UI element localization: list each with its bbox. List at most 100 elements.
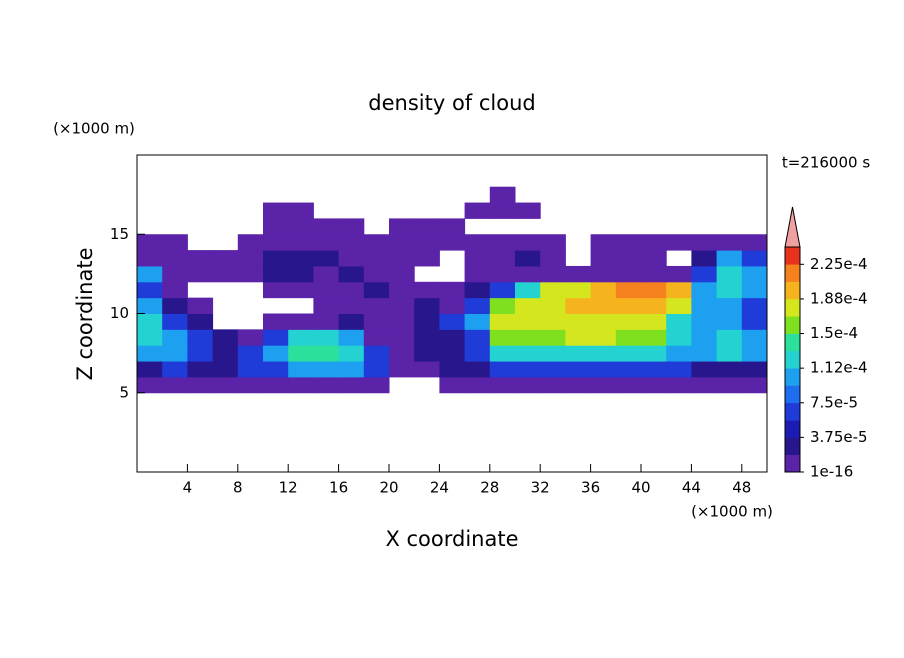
contour-cell: [212, 376, 239, 394]
contour-cell: [187, 329, 214, 346]
contour-cell: [565, 313, 592, 330]
contour-cell: [641, 345, 667, 362]
contour-cell: [641, 297, 667, 314]
contour-cell: [338, 313, 365, 330]
contour-cell: [389, 234, 415, 251]
contour-cell: [716, 345, 743, 362]
contour-cell: [489, 345, 516, 362]
contour-cell: [565, 329, 592, 346]
colorbar-band: [785, 333, 800, 352]
colorbar-tick-label: 7.5e-5: [810, 393, 858, 411]
contour-cell: [515, 329, 541, 346]
x-tick-label: 48: [732, 479, 751, 497]
contour-cell: [439, 297, 466, 314]
contour-cell: [137, 281, 163, 299]
contour-cell: [313, 297, 340, 314]
contour-cell: [137, 313, 163, 330]
contour-cell: [137, 265, 163, 283]
contour-cell: [137, 376, 163, 394]
contour-cell: [313, 218, 340, 235]
contour-cell: [641, 329, 667, 346]
contour-cell: [641, 313, 667, 330]
colorbar-tick-label: 3.75e-5: [810, 428, 868, 446]
contour-cell: [363, 265, 390, 283]
contour-cell: [288, 234, 314, 251]
colorbar-band: [785, 247, 800, 265]
contour-cell: [716, 361, 743, 378]
contour-cell: [237, 250, 264, 267]
contour-cell: [137, 329, 163, 346]
contour-cell: [489, 202, 516, 219]
contour-cell: [263, 313, 289, 330]
contour-cell: [237, 329, 264, 346]
contour-cell: [363, 281, 390, 299]
contour-cell: [439, 313, 466, 330]
contour-cell: [313, 329, 340, 346]
contour-cell: [313, 361, 340, 378]
contour-cell: [414, 218, 440, 235]
contour-cell: [338, 297, 365, 314]
contour-cell: [338, 250, 365, 267]
contour-cell: [464, 313, 491, 330]
contour-cell: [187, 376, 214, 394]
contour-cell: [666, 376, 692, 394]
contour-cell: [489, 329, 516, 346]
contour-cell: [237, 376, 264, 394]
contour-cell: [288, 218, 314, 235]
contour-cell: [615, 345, 642, 362]
contour-cell: [515, 345, 541, 362]
contour-cell: [363, 361, 390, 378]
contour-cell: [641, 234, 667, 251]
contour-cell: [590, 329, 617, 346]
contour-cell: [615, 361, 642, 378]
contour-cell: [716, 250, 743, 267]
contour-cell: [615, 265, 642, 283]
contour-cell: [363, 345, 390, 362]
contour-cell: [641, 361, 667, 378]
contour-cell: [741, 313, 768, 330]
contour-cell: [187, 250, 214, 267]
contour-cell: [691, 376, 718, 394]
contour-cell: [439, 234, 466, 251]
contour-cell: [389, 250, 415, 267]
y-unit-label: (×1000 m): [53, 120, 135, 138]
contour-cell: [389, 345, 415, 362]
contour-cell: [439, 281, 466, 299]
contour-cell: [263, 202, 289, 219]
contour-cell: [464, 376, 491, 394]
time-label: t=216000 s: [782, 154, 870, 172]
contour-cell: [641, 265, 667, 283]
contour-cell: [263, 265, 289, 283]
contour-cell: [414, 281, 440, 299]
contour-cell: [363, 234, 390, 251]
contour-cell: [691, 329, 718, 346]
y-axis-title: Z coordinate: [73, 247, 97, 380]
x-tick-label: 8: [233, 479, 243, 497]
contour-cell: [237, 361, 264, 378]
contour-cell: [615, 250, 642, 267]
contour-cell: [313, 281, 340, 299]
contour-cell: [716, 281, 743, 299]
contour-cell: [414, 234, 440, 251]
x-tick-label: 24: [430, 479, 449, 497]
colorbar-band: [785, 281, 800, 300]
contour-cell: [489, 297, 516, 314]
colorbar-tick-label: 1e-16: [810, 463, 853, 481]
x-tick-label: 20: [379, 479, 398, 497]
contour-cell: [389, 297, 415, 314]
contour-cell: [338, 345, 365, 362]
contour-cell: [414, 297, 440, 314]
y-tick-label: 10: [110, 304, 129, 322]
x-tick-label: 16: [329, 479, 348, 497]
x-tick-label: 12: [279, 479, 298, 497]
contour-cell: [263, 361, 289, 378]
contour-cell: [162, 265, 188, 283]
colorbar-tick-label: 2.25e-4: [810, 255, 868, 273]
contour-cell: [187, 297, 214, 314]
contour-cell: [363, 297, 390, 314]
contour-cell: [590, 361, 617, 378]
contour-cell: [590, 234, 617, 251]
contour-cell: [313, 313, 340, 330]
contour-cell: [590, 297, 617, 314]
